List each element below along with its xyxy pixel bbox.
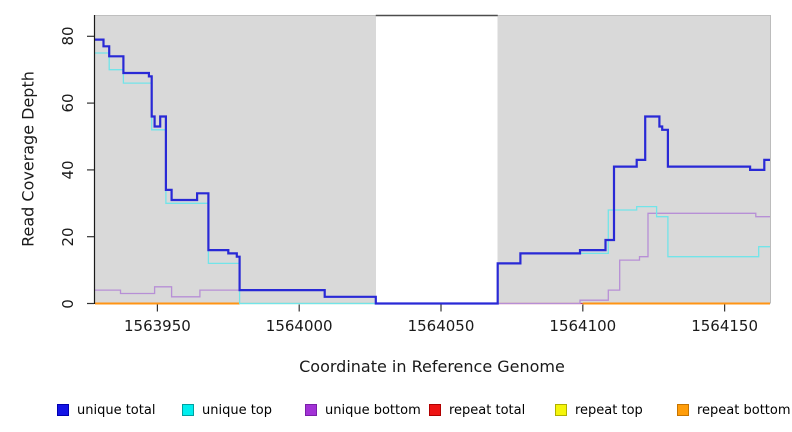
y-tick-label: 0 — [59, 298, 77, 309]
series-unique-total-line — [95, 38, 770, 305]
shaded-region — [95, 15, 376, 304]
y-tick-label: 80 — [59, 26, 77, 46]
x-tick-label: 1564000 — [265, 317, 333, 335]
x-tick-label: 1564150 — [691, 317, 759, 335]
shaded-region — [497, 15, 770, 304]
y-tick-label: 20 — [59, 227, 77, 247]
y-tick-label: 60 — [59, 93, 77, 113]
y-tick-label: 40 — [59, 160, 77, 180]
x-tick-label: 1563950 — [123, 317, 191, 335]
y-axis-title: Read Coverage Depth — [18, 71, 38, 247]
x-tick-label: 1564100 — [549, 317, 617, 335]
x-axis-title: Coordinate in Reference Genome — [299, 357, 565, 376]
x-tick-label: 1564050 — [407, 317, 475, 335]
